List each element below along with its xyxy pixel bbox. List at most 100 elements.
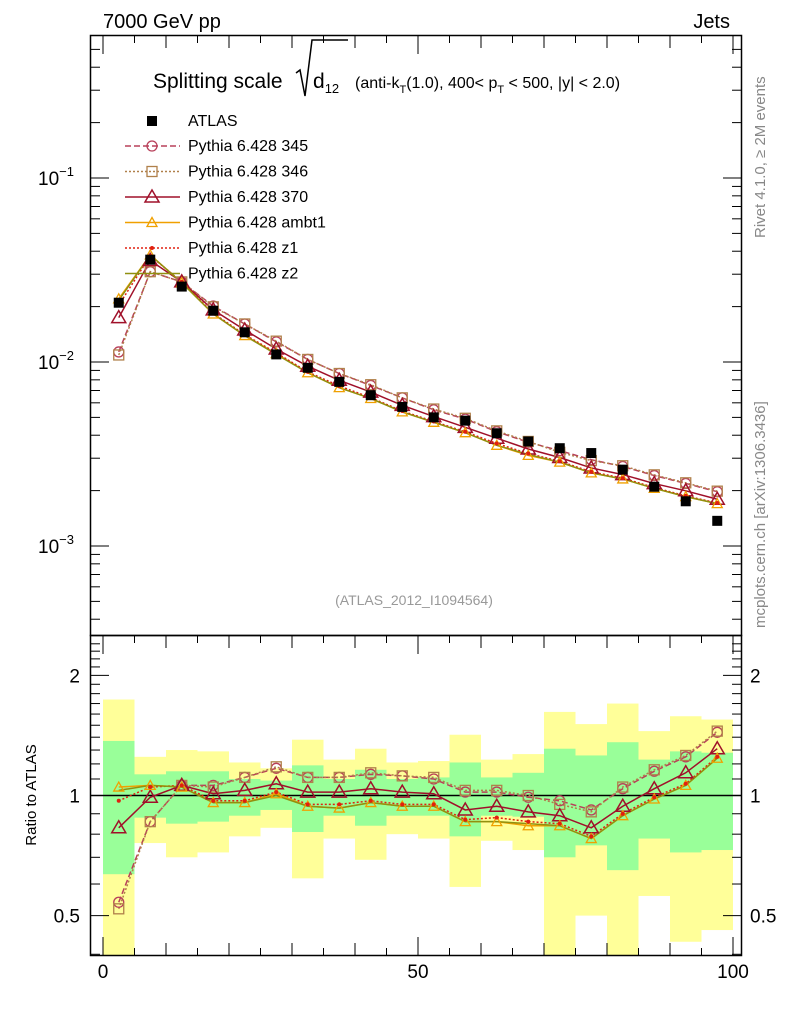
series-point-346 — [207, 781, 219, 793]
legend-marker-346 — [146, 165, 158, 178]
legend-label-346: Pythia 6.428 346 — [188, 164, 308, 181]
series-point-346 — [144, 266, 156, 278]
series-point-346 — [113, 349, 125, 361]
series-point-ambt1 — [553, 455, 566, 467]
series-line-z1-ratio — [118, 756, 718, 838]
y-tick-label: 10−3 — [38, 532, 74, 558]
atlas-data-point — [428, 412, 439, 423]
series-point-346 — [648, 469, 660, 481]
atlas-data-point — [239, 327, 250, 338]
series-point-346 — [428, 771, 440, 784]
series-point-z1 — [683, 781, 688, 786]
series-point-ambt1 — [459, 426, 472, 438]
legend-label-atlas: ATLAS — [188, 113, 238, 130]
series-point-ambt1 — [585, 832, 598, 844]
x-tick-label: 0 — [98, 962, 109, 983]
y-tick-label: 10−1 — [38, 164, 74, 190]
legend-marker-atlas — [147, 116, 157, 126]
series-point-z1 — [557, 459, 562, 464]
series-point-ambt1 — [301, 799, 314, 811]
inner-uncertainty-band — [103, 740, 135, 875]
inner-uncertainty-band — [292, 765, 324, 833]
ratio-y-tick-label: 2 — [750, 666, 761, 687]
series-point-z1 — [305, 802, 310, 807]
ratio-bands — [103, 699, 733, 955]
series-point-z1 — [715, 754, 720, 759]
series-point-ambt1 — [616, 809, 629, 821]
inner-uncertainty-band — [544, 748, 576, 858]
analysis-label: (ATLAS_2012_I1094564) — [335, 592, 493, 608]
rivet-label: Rivet 4.1.0, ≥ 2M events — [752, 76, 769, 238]
atlas-data-point — [712, 515, 723, 526]
atlas-data-point — [554, 443, 565, 454]
series-point-370 — [519, 803, 537, 818]
series-point-ambt1 — [459, 815, 472, 827]
series-point-z1 — [337, 802, 342, 807]
series-point-346 — [648, 764, 660, 776]
series-point-ambt1 — [490, 815, 503, 827]
series-point-ambt1 — [207, 796, 220, 808]
series-point-z1 — [463, 429, 468, 434]
series-point-346 — [617, 781, 629, 793]
series-point-370 — [488, 797, 506, 812]
svg-text:Splitting scale: Splitting scale — [153, 70, 283, 93]
series-point-370 — [236, 781, 254, 797]
legend-marker-345 — [146, 140, 158, 152]
series-point-ambt1 — [144, 779, 157, 791]
legend-marker-370 — [143, 188, 161, 203]
inner-uncertainty-band — [701, 752, 733, 851]
series-point-ambt1 — [238, 796, 251, 808]
series-point-z1 — [494, 815, 499, 820]
ratio-y-tick-label: 0.5 — [750, 907, 776, 928]
inner-uncertainty-band — [449, 762, 481, 837]
header-process: Jets — [693, 11, 730, 33]
series-point-346 — [711, 485, 723, 497]
ratio-y-tick-label: 2 — [69, 666, 80, 687]
legend-marker-z1 — [150, 246, 154, 250]
plot-title: Splitting scale d12 (anti-kT(1.0), 400< … — [153, 39, 620, 97]
legend-label-z2: Pythia 6.428 z2 — [188, 266, 298, 283]
series-point-346 — [459, 784, 471, 797]
series-point-z1 — [368, 798, 373, 803]
series-point-346 — [585, 806, 597, 818]
series-point-z1 — [211, 798, 216, 803]
ratio-y-tick-label: 1 — [750, 787, 761, 808]
atlas-data-point — [397, 401, 408, 412]
series-point-ambt1 — [711, 497, 724, 509]
series-point-346 — [333, 771, 345, 784]
atlas-data-point — [491, 428, 502, 439]
series-point-z1 — [620, 811, 625, 816]
ratio-frame — [89, 634, 743, 957]
series-point-370 — [362, 780, 380, 795]
series-point-370 — [330, 783, 348, 798]
series-point-ambt1 — [585, 466, 598, 478]
legend-label-345: Pythia 6.428 345 — [188, 138, 308, 155]
svg-text:d12: d12 — [313, 70, 339, 96]
legend-marker-ambt1 — [145, 216, 159, 228]
atlas-data-point — [460, 415, 471, 426]
series-point-z1 — [557, 821, 562, 826]
series-point-z1 — [652, 795, 657, 800]
series-point-346 — [522, 789, 534, 802]
series-point-346 — [396, 770, 408, 782]
atlas-data-point — [271, 349, 282, 360]
y-tick-label: 10−2 — [38, 348, 74, 374]
series-point-ambt1 — [333, 381, 346, 393]
series-point-ambt1 — [427, 799, 440, 811]
series-point-345 — [113, 896, 125, 908]
atlas-data-point — [334, 376, 345, 387]
atlas-data-point — [208, 305, 219, 316]
atlas-data-point — [649, 481, 660, 492]
legend: Pythia 6.428 345 Pythia 6.428 346 Pythia 6… — [125, 113, 326, 283]
series-point-346 — [711, 725, 723, 737]
series-point-346 — [113, 903, 125, 915]
series-line-370-ratio — [118, 748, 718, 829]
legend-label-z1: Pythia 6.428 z1 — [188, 240, 298, 257]
series-point-ambt1 — [679, 779, 692, 791]
series-point-z1 — [589, 469, 594, 474]
atlas-data-point — [586, 448, 597, 459]
ratio-y-tick-label: 0.5 — [54, 907, 80, 928]
series-point-346 — [365, 767, 377, 779]
series-point-346 — [680, 477, 692, 489]
